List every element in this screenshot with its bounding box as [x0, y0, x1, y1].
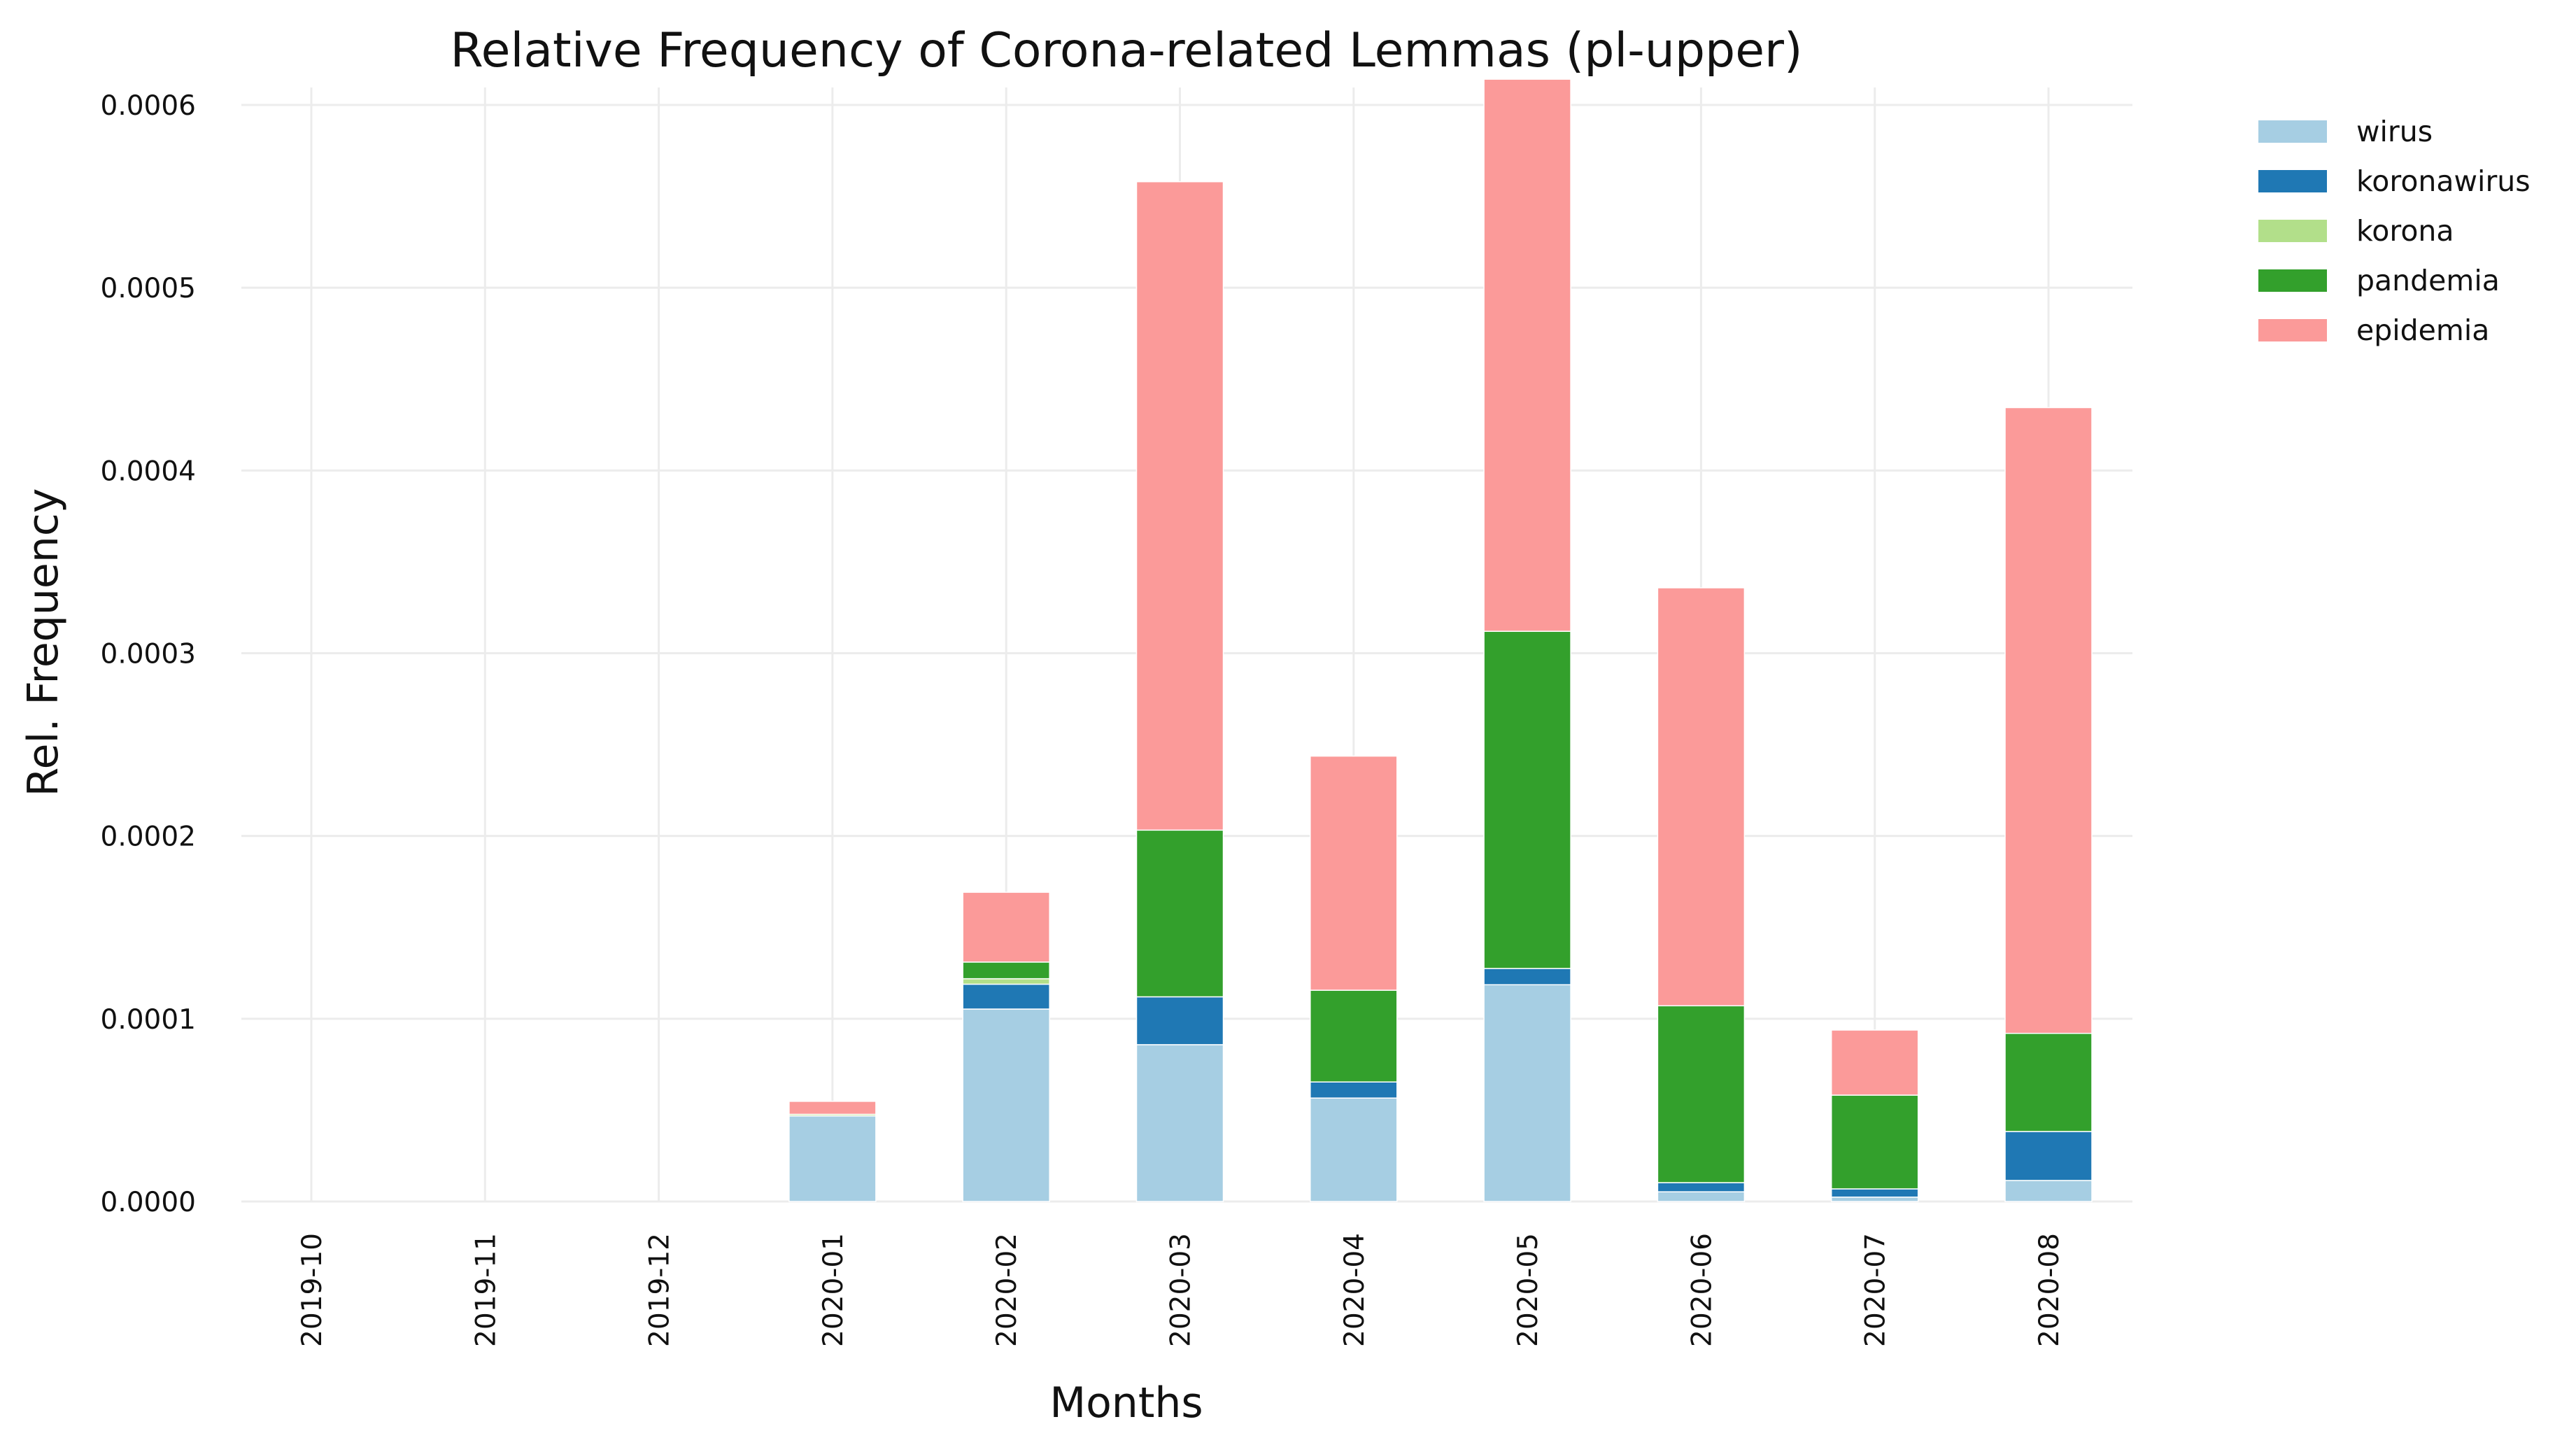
bar-segment-wirus [1310, 1097, 1398, 1202]
bar-segment-koronawirus [1657, 1182, 1746, 1192]
legend-swatch-korona [2258, 220, 2327, 242]
bar-segment-koronawirus [2004, 1131, 2093, 1181]
chart-title: Relative Frequency of Corona-related Lem… [450, 23, 1802, 78]
legend-swatch-koronawirus [2258, 170, 2327, 192]
bar-segment-pandemia [1830, 1094, 1919, 1190]
bar-segment-pandemia [1310, 989, 1398, 1083]
x-tick-label: 2020-08 [2034, 1233, 2065, 1347]
bar-segment-epidemia [2004, 407, 2093, 1034]
bar-segment-pandemia [2004, 1032, 2093, 1132]
x-tick-label: 2020-03 [1166, 1233, 1197, 1347]
x-tick-label: 2020-04 [1339, 1233, 1371, 1347]
legend-label-epidemia: epidemia [2356, 313, 2489, 347]
x-tick-labels: 2019-10 2019-11 2019-12 2020-01 2020-02 2020-… [297, 1233, 2065, 1347]
bar-segment-epidemia [962, 891, 1050, 963]
bar-segment-wirus [788, 1115, 877, 1202]
legend-label-koronawirus: koronawirus [2356, 164, 2531, 198]
bar-segment-epidemia [1657, 587, 1746, 1007]
bar-segment-wirus [2004, 1180, 2093, 1202]
x-tick-label: 2019-12 [644, 1233, 676, 1347]
bar-segment-epidemia [788, 1101, 877, 1115]
x-tick-label: 2020-01 [818, 1233, 849, 1347]
y-tick-label: 0.0002 [101, 822, 196, 853]
bar-segment-koronawirus [962, 983, 1050, 1010]
bar-segment-wirus [1830, 1196, 1919, 1202]
x-tick-label: 2020-02 [991, 1233, 1023, 1347]
y-tick-label: 0.0001 [101, 1004, 196, 1036]
bar-segment-koronawirus [1830, 1188, 1919, 1198]
bar-segment-wirus [962, 1008, 1050, 1202]
bar-segment-wirus [1657, 1191, 1746, 1202]
y-tick-label: 0.0005 [101, 273, 196, 304]
legend-label-wirus: wirus [2356, 115, 2433, 148]
x-tick-label: 2020-07 [1860, 1233, 1892, 1347]
bar-segment-epidemia [1483, 78, 1571, 632]
bar-segment-koronawirus [1135, 996, 1224, 1045]
bar-segment-pandemia [1135, 829, 1224, 998]
bar-segment-epidemia [1310, 755, 1398, 991]
bar-segment-pandemia [962, 961, 1050, 980]
legend: wirus koronawirus korona pandemia epidemia [2258, 115, 2531, 347]
bar-segment-wirus [1135, 1044, 1224, 1202]
bar-segment-pandemia [1657, 1005, 1746, 1183]
legend-label-korona: korona [2356, 214, 2454, 248]
bar-segment-korona [962, 978, 1050, 985]
y-tick-label: 0.0003 [101, 639, 196, 670]
x-tick-label: 2020-05 [1513, 1233, 1544, 1347]
bar-segment-epidemia [1830, 1029, 1919, 1096]
legend-swatch-pandemia [2258, 269, 2327, 292]
bar-segment-koronawirus [1483, 968, 1571, 986]
legend-swatch-epidemia [2258, 319, 2327, 341]
y-tick-label: 0.0000 [101, 1187, 196, 1218]
bars [788, 78, 2093, 1202]
x-tick-label: 2019-11 [470, 1233, 502, 1347]
y-tick-label: 0.0004 [101, 456, 196, 487]
bar-segment-epidemia [1135, 181, 1224, 831]
x-tick-label: 2019-10 [297, 1233, 328, 1347]
y-tick-label: 0.0006 [101, 90, 196, 122]
x-tick-label: 2020-06 [1686, 1233, 1718, 1347]
legend-label-pandemia: pandemia [2356, 264, 2500, 297]
y-tick-labels: 0.0000 0.0001 0.0002 0.0003 0.0004 0.0005 0.00… [101, 90, 196, 1218]
bar-segment-pandemia [1483, 630, 1571, 969]
bar-segment-koronawirus [1310, 1081, 1398, 1099]
y-axis-title: Rel. Frequency [19, 488, 68, 797]
legend-swatch-wirus [2258, 120, 2327, 143]
x-axis-title: Months [1049, 1379, 1203, 1428]
bar-segment-wirus [1483, 984, 1571, 1202]
